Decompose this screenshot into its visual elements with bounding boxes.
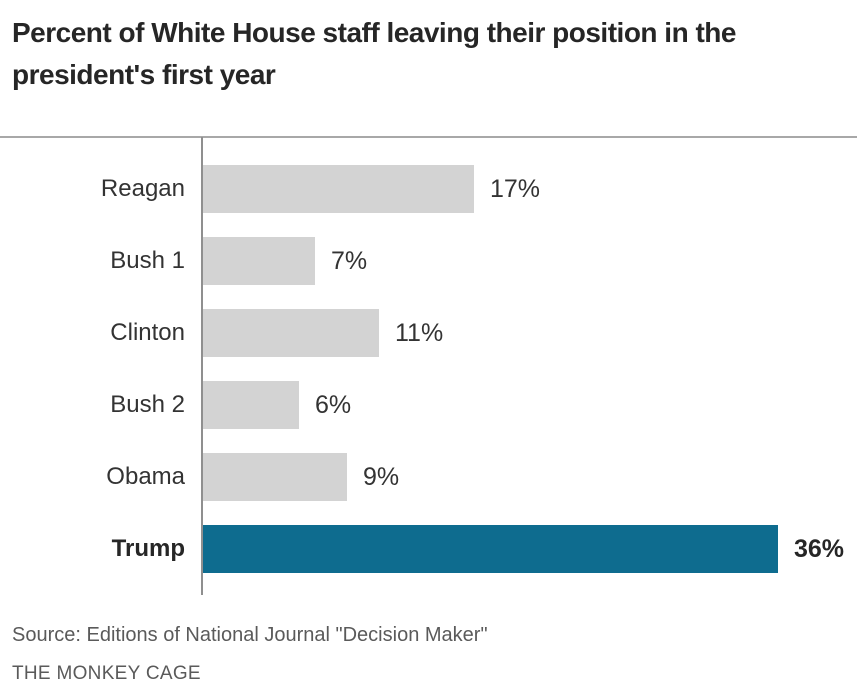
chart-title: Percent of White House staff leaving the… [12,12,852,96]
source-note: Source: Editions of National Journal "De… [12,624,488,646]
value-label: 36% [794,535,845,563]
category-label: Trump [111,535,185,562]
bar-row-obama: Obama 9% [0,429,857,501]
value-label: 17% [490,175,541,203]
bar-chart: Reagan 17% Bush 1 7% Clinton 11% Bush 2 … [0,141,857,573]
value-label: 7% [331,247,368,275]
bar-row-bush-2: Bush 2 6% [0,357,857,429]
bar [203,237,315,285]
credit-line: THE MONKEY CAGE [12,663,201,684]
category-label: Obama [106,463,185,490]
category-label: Clinton [110,319,185,346]
bar-row-bush-1: Bush 1 7% [0,213,857,285]
category-label: Bush 1 [110,247,185,274]
value-label: 9% [363,463,400,491]
category-label: Reagan [100,175,185,202]
value-label: 11% [395,319,444,347]
bar [203,453,347,501]
category-label: Bush 2 [110,391,185,418]
bar [203,525,778,573]
value-label: 6% [315,391,352,419]
bar-row-trump: Trump 36% [0,501,857,573]
bar-row-reagan: Reagan 17% [0,141,857,213]
bar-row-clinton: Clinton 11% [0,285,857,357]
chart-title-line-1: Percent of White House staff leaving the… [12,17,736,48]
chart-title-line-2: president's first year [12,59,276,90]
y-axis-line [201,137,203,595]
top-rule [0,136,857,138]
bar [203,381,299,429]
bar [203,165,474,213]
bar [203,309,379,357]
